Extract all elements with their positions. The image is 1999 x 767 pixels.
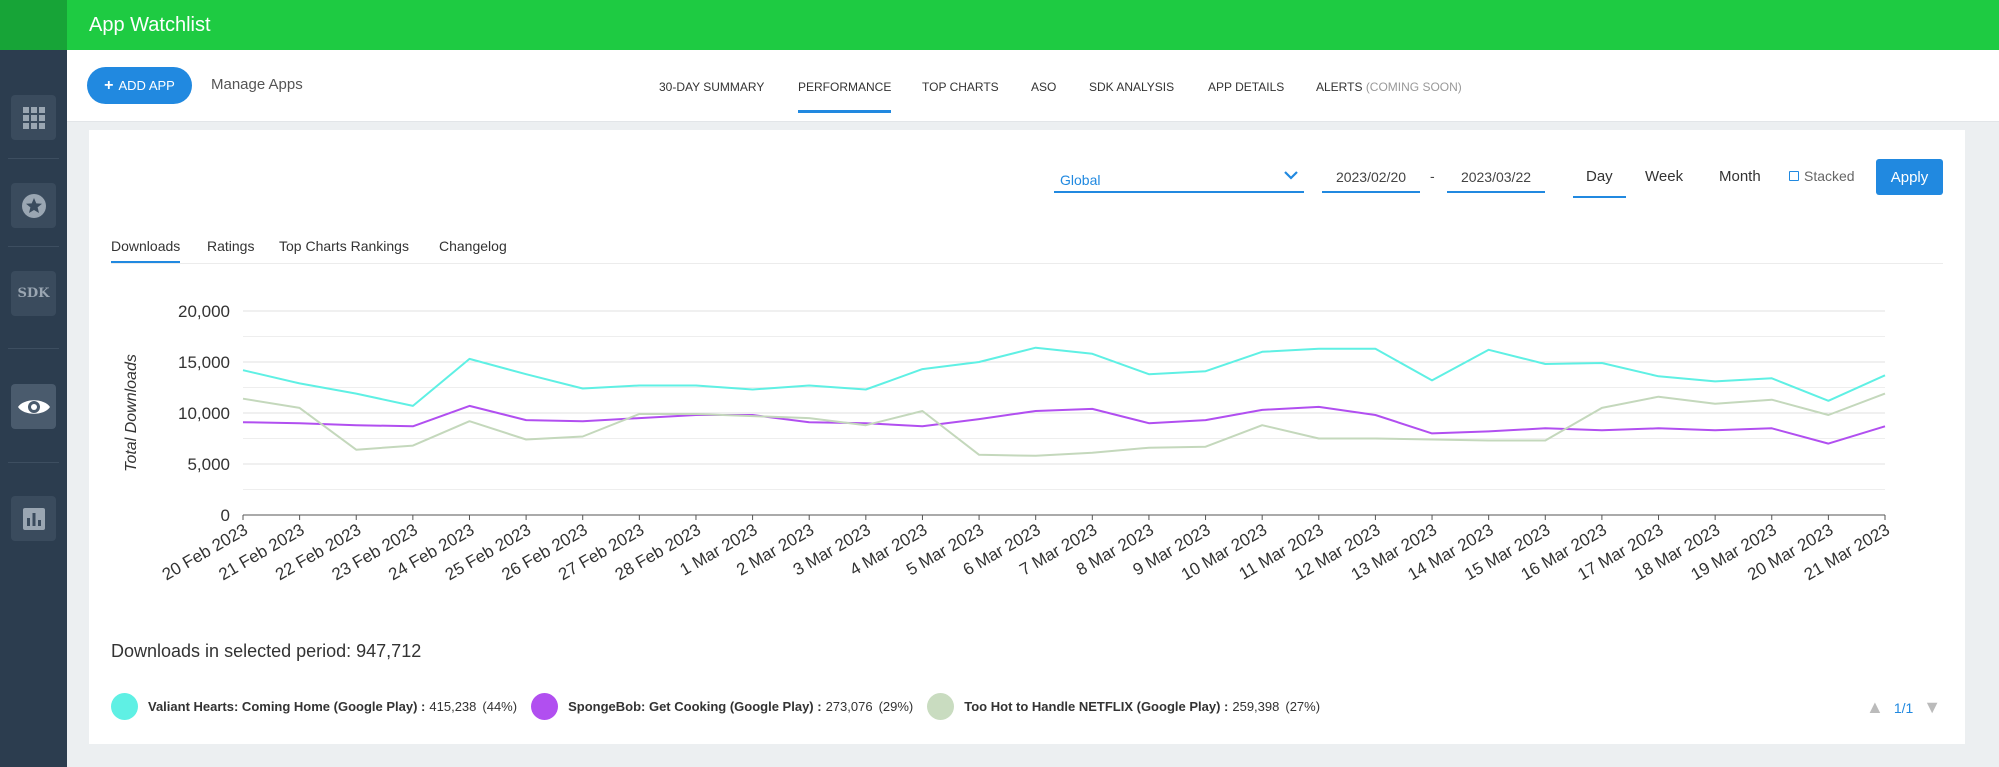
period-week[interactable]: Week (1645, 168, 1684, 185)
star-icon (21, 193, 46, 218)
tab-divider (111, 263, 1943, 264)
tab-top-charts-rankings[interactable]: Top Charts Rankings (279, 238, 409, 254)
tab-changelog[interactable]: Changelog (439, 238, 507, 254)
sidebar-item-dashboard[interactable] (11, 95, 56, 140)
bar-chart-icon (22, 507, 45, 530)
date-separator: - (1430, 168, 1435, 184)
legend-swatch (111, 693, 138, 720)
tab-aso[interactable]: ASO (1031, 80, 1057, 94)
tab-top-charts[interactable]: TOP CHARTS (922, 80, 999, 94)
page-indicator: 1/1 (1893, 699, 1914, 716)
legend-value: 415,238 (429, 699, 477, 714)
legend-pager: ▲ 1/1 ▼ (1866, 697, 1941, 718)
tab-sdk-analysis[interactable]: SDK ANALYSIS (1089, 80, 1175, 94)
downloads-total: Downloads in selected period: 947,712 (111, 641, 422, 661)
y-tick-label: 5,000 (187, 455, 230, 474)
page-down-icon[interactable]: ▼ (1923, 697, 1942, 717)
legend-item[interactable]: Valiant Hearts: Coming Home (Google Play… (111, 693, 517, 720)
tab-downloads[interactable]: Downloads (111, 238, 181, 263)
tab-alerts-label: ALERTS (1316, 80, 1363, 94)
app-header: App Watchlist (0, 0, 1999, 50)
add-app-label: ADD APP (118, 78, 175, 93)
legend-value: 273,076 (825, 699, 873, 714)
coming-soon-note: (COMING SOON) (1365, 80, 1462, 94)
y-tick-label: 10,000 (178, 404, 230, 423)
legend-percent: (44%) (482, 699, 518, 714)
sdk-icon: SDK (17, 286, 50, 301)
period-month[interactable]: Month (1719, 168, 1761, 185)
legend-item[interactable]: SpongeBob: Get Cooking (Google Play) : 2… (531, 693, 913, 720)
legend-percent: (27%) (1285, 699, 1321, 714)
grid-icon (22, 106, 45, 129)
date-from-input[interactable]: 2023/02/20 (1322, 163, 1420, 193)
y-axis-title: Total Downloads (123, 354, 140, 472)
manage-apps-link[interactable]: Manage Apps (211, 76, 303, 93)
region-select[interactable]: Global (1054, 163, 1304, 193)
stacked-checkbox[interactable]: Stacked (1789, 168, 1855, 184)
region-value: Global (1060, 172, 1101, 188)
sub-navigation: + ADD APP Manage Apps 30-DAY SUMMARY PER… (67, 50, 1999, 122)
sidebar: SDK (0, 50, 67, 767)
tab-app-details[interactable]: APP DETAILS (1208, 80, 1285, 94)
series-line (242, 346, 1886, 407)
add-app-button[interactable]: + ADD APP (87, 67, 192, 104)
legend-app-name: SpongeBob: Get Cooking (Google Play) : (568, 699, 822, 714)
y-tick-label: 15,000 (178, 353, 230, 372)
sidebar-divider (8, 348, 59, 349)
stacked-label: Stacked (1804, 168, 1855, 184)
chart-legend: Valiant Hearts: Coming Home (Google Play… (111, 693, 1334, 720)
period-day[interactable]: Day (1573, 168, 1626, 198)
legend-value: 259,398 (1232, 699, 1280, 714)
tab-performance[interactable]: PERFORMANCE (798, 80, 892, 113)
sidebar-divider (8, 158, 59, 159)
plus-icon: + (104, 76, 114, 94)
series-line (242, 392, 1886, 457)
legend-app-name: Valiant Hearts: Coming Home (Google Play… (148, 699, 426, 714)
y-tick-label: 20,000 (178, 302, 230, 321)
tab-ratings[interactable]: Ratings (207, 238, 255, 254)
sidebar-item-analytics[interactable] (11, 496, 56, 541)
sidebar-item-favorites[interactable] (11, 183, 56, 228)
sidebar-divider (8, 246, 59, 247)
legend-swatch (927, 693, 955, 720)
page-up-icon[interactable]: ▲ (1866, 697, 1884, 717)
sidebar-item-sdk[interactable]: SDK (11, 271, 56, 316)
legend-item[interactable]: Too Hot to Handle NETFLIX (Google Play) … (927, 693, 1320, 720)
legend-app-name: Too Hot to Handle NETFLIX (Google Play) … (964, 699, 1229, 714)
brand-block (0, 0, 67, 50)
page-title: App Watchlist (89, 14, 211, 36)
legend-percent: (29%) (878, 699, 914, 714)
tab-alerts[interactable]: ALERTS (COMING SOON) (1316, 80, 1462, 94)
sidebar-divider (8, 462, 59, 463)
checkbox-icon (1789, 171, 1799, 181)
date-to-input[interactable]: 2023/03/22 (1447, 163, 1545, 193)
legend-swatch (531, 693, 559, 720)
performance-card: Global 2023/02/20 - 2023/03/22 Day Week … (89, 130, 1965, 744)
tab-30-day-summary[interactable]: 30-DAY SUMMARY (659, 80, 765, 94)
apply-button[interactable]: Apply (1876, 159, 1943, 195)
eye-icon (17, 399, 50, 414)
y-tick-label: 0 (221, 506, 230, 525)
chevron-down-icon (1284, 171, 1298, 180)
series-line (242, 404, 1886, 445)
sidebar-item-watchlist[interactable] (11, 384, 56, 429)
